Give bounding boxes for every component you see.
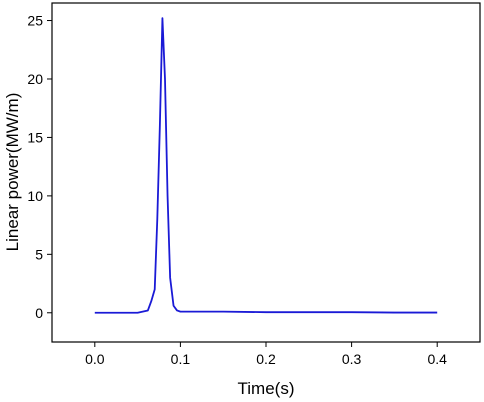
- x-tick-label: 0.4: [427, 351, 447, 367]
- y-axis-ticks: 0 5 10 15 20 25: [27, 13, 52, 321]
- y-tick-label: 5: [35, 246, 43, 262]
- x-axis-ticks: 0.0 0.1 0.2 0.3 0.4: [85, 342, 447, 367]
- x-axis-label: Time(s): [238, 379, 295, 398]
- x-tick-label: 0.2: [256, 351, 276, 367]
- x-tick-label: 0.3: [342, 351, 362, 367]
- y-tick-label: 25: [27, 13, 43, 29]
- y-tick-label: 0: [35, 305, 43, 321]
- y-tick-label: 20: [27, 71, 43, 87]
- y-axis-label: Linear power(MW/m): [3, 93, 22, 252]
- plot-frame: [51, 2, 481, 343]
- x-tick-label: 0.0: [85, 351, 105, 367]
- y-tick-label: 15: [27, 129, 43, 145]
- series-line: [94, 17, 438, 314]
- y-tick-label: 10: [27, 188, 43, 204]
- x-tick-label: 0.1: [171, 351, 191, 367]
